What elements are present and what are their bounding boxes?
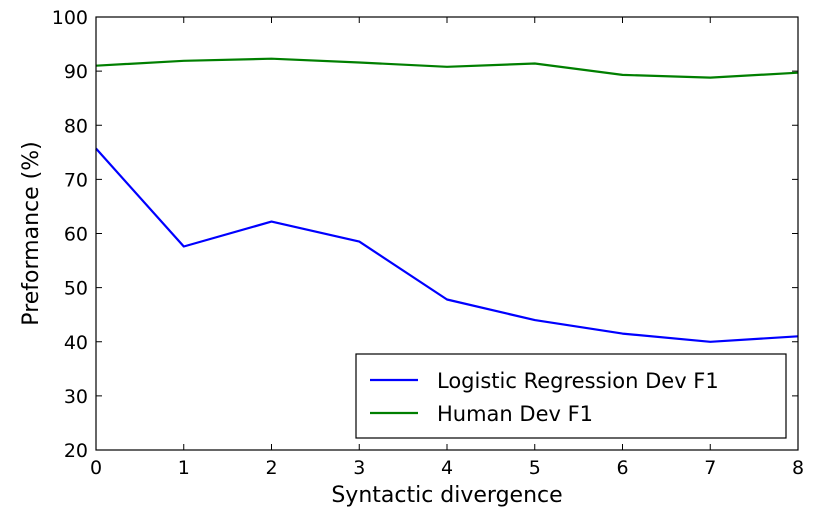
x-tick-label: 5 bbox=[529, 457, 541, 479]
y-tick-label: 40 bbox=[64, 332, 88, 354]
y-tick-label: 100 bbox=[52, 7, 88, 29]
legend-label-human: Human Dev F1 bbox=[437, 402, 593, 426]
x-tick-label: 8 bbox=[792, 457, 804, 479]
x-tick-label: 3 bbox=[353, 457, 365, 479]
y-tick-label: 60 bbox=[64, 224, 88, 246]
legend-box bbox=[355, 353, 787, 439]
y-tick-label: 50 bbox=[64, 278, 88, 300]
y-tick-label: 20 bbox=[64, 440, 88, 462]
y-tick-label: 30 bbox=[64, 386, 88, 408]
ticks-layer: 0 1 2 3 4 5 6 7 8 20 30 40 50 60 70 80 90 100 bbox=[52, 7, 804, 479]
series-layer bbox=[95, 57, 799, 343]
x-tick-label: 0 bbox=[90, 457, 102, 479]
y-tick-label: 90 bbox=[64, 61, 88, 83]
x-tick-label: 7 bbox=[704, 457, 716, 479]
series-line-0 bbox=[95, 147, 799, 343]
legend-label-logistic-regression: Logistic Regression Dev F1 bbox=[437, 369, 719, 393]
legend: Logistic Regression Dev F1 Human Dev F1 bbox=[355, 353, 787, 439]
x-tick-label: 6 bbox=[616, 457, 628, 479]
y-axis-title: Preformance (%) bbox=[19, 141, 44, 325]
x-tick-label: 4 bbox=[441, 457, 453, 479]
x-tick-label: 2 bbox=[265, 457, 277, 479]
series-line-1 bbox=[95, 57, 799, 79]
y-tick-label: 70 bbox=[64, 169, 88, 191]
x-axis-title: Syntactic divergence bbox=[331, 483, 562, 508]
x-tick-label: 1 bbox=[178, 457, 190, 479]
y-tick-label: 80 bbox=[64, 115, 88, 137]
